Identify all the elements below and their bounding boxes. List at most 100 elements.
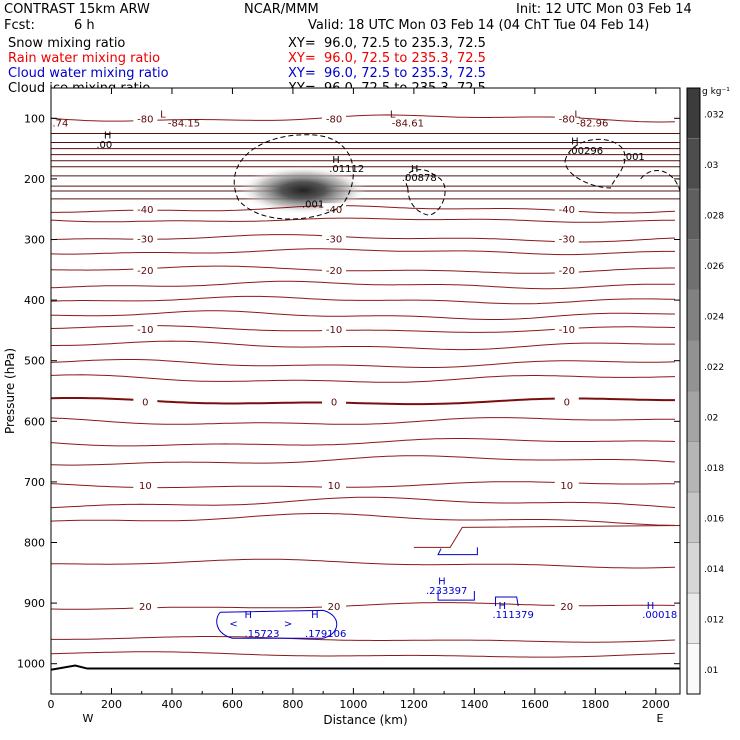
x-tick-label: 1400 xyxy=(460,698,488,711)
temperature-contour xyxy=(51,359,676,368)
snow-mixing-ratio-shade xyxy=(239,166,368,215)
temperature-extremum-label: L xyxy=(390,109,396,120)
colorbar-tick-label: .01 xyxy=(704,666,718,676)
cloud-ice-label: H xyxy=(411,164,419,175)
colorbar-tick-label: .032 xyxy=(704,110,724,120)
temperature-contour-label: -80 xyxy=(326,114,342,125)
cloud-ice-label: H xyxy=(104,131,112,142)
temperature-contour-label: -30 xyxy=(559,234,575,245)
temperature-contour-label: -10 xyxy=(326,325,342,336)
x-tick-label: 1800 xyxy=(581,698,609,711)
colorbar-tick-label: .012 xyxy=(704,615,724,625)
cloud-water-label: .00018 xyxy=(642,610,677,621)
temperature-contour-label: 20 xyxy=(139,602,152,613)
chart-title: CONTRAST 15km ARW xyxy=(4,2,150,17)
field-name-snow: Snow mixing ratio xyxy=(8,36,126,51)
cloud-water-label: < xyxy=(229,619,237,630)
plot-frame xyxy=(50,87,681,695)
temperature-contour-label: -40 xyxy=(326,205,342,216)
temperature-contour-label: -40 xyxy=(559,205,575,216)
colorbar-segment xyxy=(686,138,701,190)
x-tick-label: 600 xyxy=(222,698,243,711)
temperature-contour xyxy=(51,513,676,526)
contour-label-bg xyxy=(133,263,158,276)
cloud-water-contour xyxy=(216,609,338,639)
temperature-contour-label: 10 xyxy=(139,481,152,492)
y-tick-label: 100 xyxy=(24,112,45,125)
temperature-extremum-label: -84.15 xyxy=(168,119,200,130)
contour-label-bg xyxy=(322,478,347,491)
colorbar-segment xyxy=(686,441,701,493)
cloud-water-label: H xyxy=(499,601,507,612)
cloud-ice-label: .01112 xyxy=(329,164,364,175)
colorbar-segment xyxy=(686,239,701,291)
temperature-contour-label: -20 xyxy=(326,266,342,277)
temperature-contour xyxy=(51,280,676,290)
y-tick-label: 1000 xyxy=(17,658,45,671)
temperature-contour-label: -40 xyxy=(137,205,153,216)
x-west-label: W xyxy=(83,712,94,725)
colorbar-segment xyxy=(686,643,701,695)
colorbar-tick-label: .018 xyxy=(704,464,724,474)
contour-label-bg xyxy=(554,263,579,276)
colorbar-tick-label: .028 xyxy=(704,211,724,221)
temperature-contour xyxy=(51,651,676,658)
temperature-contour-label: 10 xyxy=(560,481,573,492)
cloud-ice-label: .001 xyxy=(302,200,324,211)
temperature-contour-label: -30 xyxy=(137,234,153,245)
contour-label-bg xyxy=(133,478,158,491)
temperature-contour-step xyxy=(413,525,680,548)
colorbar-tick-label: .03 xyxy=(704,161,718,171)
contour-label-bg xyxy=(133,112,158,125)
cloud-ice-label: .00296 xyxy=(568,146,603,157)
x-east-label: E xyxy=(657,712,664,725)
y-tick-label: 300 xyxy=(24,234,45,247)
temperature-contour-label: 0 xyxy=(564,397,570,408)
x-tick-label: 800 xyxy=(282,698,303,711)
temperature-contour-label: -80 xyxy=(137,114,153,125)
field-xy-snow: XY= 96.0, 72.5 to 235.3, 72.5 xyxy=(288,36,486,51)
cloud-water-label: .111379 xyxy=(493,610,534,621)
fcst-label: Fcst: xyxy=(4,18,35,33)
field-xy-cloud-water: XY= 96.0, 72.5 to 235.3, 72.5 xyxy=(288,66,486,81)
x-tick-label: 0 xyxy=(48,698,55,711)
cloud-water-label: .233397 xyxy=(426,586,467,597)
init-time: Init: 12 UTC Mon 03 Feb 14 xyxy=(516,2,692,17)
contour-label-bg xyxy=(554,112,579,125)
cloud-water-contour xyxy=(437,547,478,556)
temperature-contour xyxy=(51,496,676,509)
temperature-contour xyxy=(51,295,675,305)
contour-label-bg xyxy=(322,600,347,613)
cloud-ice-label: H xyxy=(332,155,340,166)
temperature-contour-label: 20 xyxy=(560,602,573,613)
contour-label-bg xyxy=(133,323,158,336)
temperature-extremum-label: L xyxy=(160,109,166,120)
field-name-rain: Rain water mixing ratio xyxy=(8,51,161,66)
contour-label-bg xyxy=(554,600,579,613)
colorbar-segment xyxy=(686,491,701,543)
temperature-contour xyxy=(51,248,675,256)
temperature-contour-label: 10 xyxy=(328,481,341,492)
y-tick-label: 900 xyxy=(24,597,45,610)
y-tick-label: 700 xyxy=(24,476,45,489)
cloud-ice-label: H xyxy=(571,137,579,148)
cloud-ice-contour xyxy=(233,134,354,220)
x-axis-label: Distance (km) xyxy=(323,713,407,727)
colorbar-unit: g kg⁻¹ xyxy=(702,87,730,97)
org-label: NCAR/MMM xyxy=(244,2,319,17)
cloud-water-label: .179106 xyxy=(305,629,346,640)
y-tick-label: 600 xyxy=(24,415,45,428)
temperature-extremum-label: 83.74 xyxy=(40,119,69,130)
contour-label-bg xyxy=(322,263,347,276)
temperature-contour xyxy=(51,417,675,425)
colorbar-tick-label: .024 xyxy=(704,312,724,322)
temperature-contour xyxy=(51,374,676,383)
colorbar-tick-label: .026 xyxy=(704,262,724,272)
temperature-contour-label: -10 xyxy=(559,325,575,336)
cloud-ice-contour xyxy=(405,169,446,216)
colorbar-segment xyxy=(686,592,701,644)
x-tick-label: 400 xyxy=(161,698,182,711)
colorbar-segment xyxy=(686,542,701,594)
temperature-extremum-label: L xyxy=(574,109,580,120)
field-xy-rain: XY= 96.0, 72.5 to 235.3, 72.5 xyxy=(288,51,486,66)
